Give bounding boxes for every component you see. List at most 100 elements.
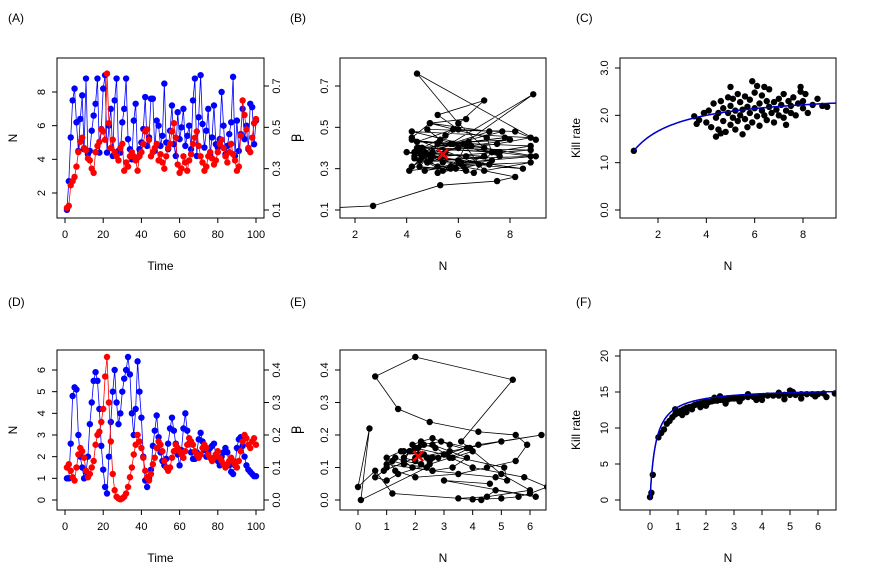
data-point: [455, 126, 462, 133]
data-point: [782, 107, 790, 114]
data-point: [804, 109, 812, 117]
data-point: [720, 117, 727, 125]
series-point: [67, 440, 74, 447]
series-point: [214, 148, 221, 156]
series-point: [109, 388, 116, 395]
series-point: [214, 448, 221, 455]
series-point: [151, 427, 158, 434]
series-point: [172, 152, 179, 160]
series-point: [121, 105, 128, 113]
data-point: [782, 121, 790, 128]
data-point: [792, 112, 799, 119]
series-point: [132, 157, 139, 164]
series-point: [65, 461, 73, 468]
series-point: [227, 119, 235, 126]
data-point: [432, 444, 439, 452]
panel-d: (D) 0 20 40 60 80 100 0 1 2 3 4 5 6 Time N 0.0 0.1 0.2 0.3 0…: [6, 295, 307, 565]
data-point: [778, 101, 785, 109]
series-point: [90, 457, 97, 465]
data-point: [383, 477, 390, 484]
series-point: [161, 165, 168, 172]
x-tick-label: 1: [384, 521, 390, 533]
data-point: [749, 78, 756, 85]
plot-frame: [619, 57, 837, 219]
plot-area: [63, 353, 260, 503]
series-point: [113, 399, 120, 406]
series-point: [237, 132, 244, 139]
series-point: [157, 441, 164, 448]
series-point: [199, 159, 206, 166]
y2-tick-label: 0.4: [271, 362, 283, 377]
series-point: [189, 97, 197, 104]
series-point: [199, 120, 206, 128]
x-tick-label: 3: [441, 521, 447, 533]
data-point: [744, 103, 751, 111]
data-point: [437, 438, 445, 445]
series-point: [235, 457, 243, 465]
series-point: [109, 136, 116, 143]
plot-area: [340, 70, 540, 210]
series-point: [159, 448, 166, 455]
series-line: [66, 356, 256, 494]
data-point: [394, 405, 402, 413]
series-point: [130, 451, 137, 458]
series-point: [168, 102, 176, 109]
data-point: [797, 83, 804, 91]
y-axis-label: P: [289, 426, 303, 434]
series-point: [136, 388, 143, 395]
series-point: [115, 420, 122, 428]
data-point: [403, 148, 410, 156]
series-point: [94, 377, 101, 385]
data-point: [439, 167, 447, 174]
series-point: [86, 420, 94, 428]
data-point: [413, 70, 421, 77]
data-point: [496, 148, 503, 156]
series-point: [92, 148, 99, 156]
x-tick-label: 2: [703, 521, 709, 533]
data-point: [756, 100, 763, 107]
series-point: [132, 100, 139, 107]
panel-c: (C) 2 4 6 8 0.0 1.0 2.0 3.0 N Kill rate: [569, 11, 837, 273]
series-point: [86, 470, 94, 478]
data-point: [790, 94, 797, 101]
series-point: [157, 151, 164, 158]
series-point: [82, 146, 90, 154]
data-point: [527, 134, 534, 141]
data-point: [812, 393, 819, 400]
data-point: [383, 461, 390, 468]
series-point: [235, 163, 243, 170]
data-point: [763, 97, 770, 105]
data-point: [532, 493, 539, 500]
data-point: [506, 136, 514, 143]
x-tick-label: 2: [412, 521, 418, 533]
series-point: [71, 173, 78, 181]
series-point: [134, 358, 141, 365]
data-point: [498, 495, 505, 502]
data-point: [492, 487, 499, 494]
data-point: [475, 441, 482, 448]
series-point: [178, 165, 185, 172]
data-point: [683, 408, 690, 416]
series-point: [111, 97, 118, 104]
y-tick-label: 2: [36, 190, 48, 196]
data-point: [521, 474, 528, 481]
y-tick-label: 0.4: [319, 362, 331, 377]
y2-tick-label: 0.3: [271, 395, 283, 410]
data-point: [372, 467, 379, 474]
series-point: [134, 431, 141, 439]
series-point: [252, 472, 260, 480]
series-point: [103, 149, 111, 156]
series-point: [226, 130, 233, 138]
series-point: [71, 85, 78, 92]
data-point: [434, 163, 441, 170]
y-tick-label: 0.0: [319, 492, 331, 507]
series-point: [143, 483, 151, 491]
data-point: [498, 470, 505, 478]
series-point: [126, 371, 134, 378]
panel-b: (B) 2 4 6 8 0.1 0.3 0.5 0.7 N P: [289, 11, 547, 273]
data-point: [480, 97, 488, 104]
series-point: [184, 427, 191, 434]
series-point: [174, 161, 181, 168]
panel-label: (C): [576, 11, 593, 25]
